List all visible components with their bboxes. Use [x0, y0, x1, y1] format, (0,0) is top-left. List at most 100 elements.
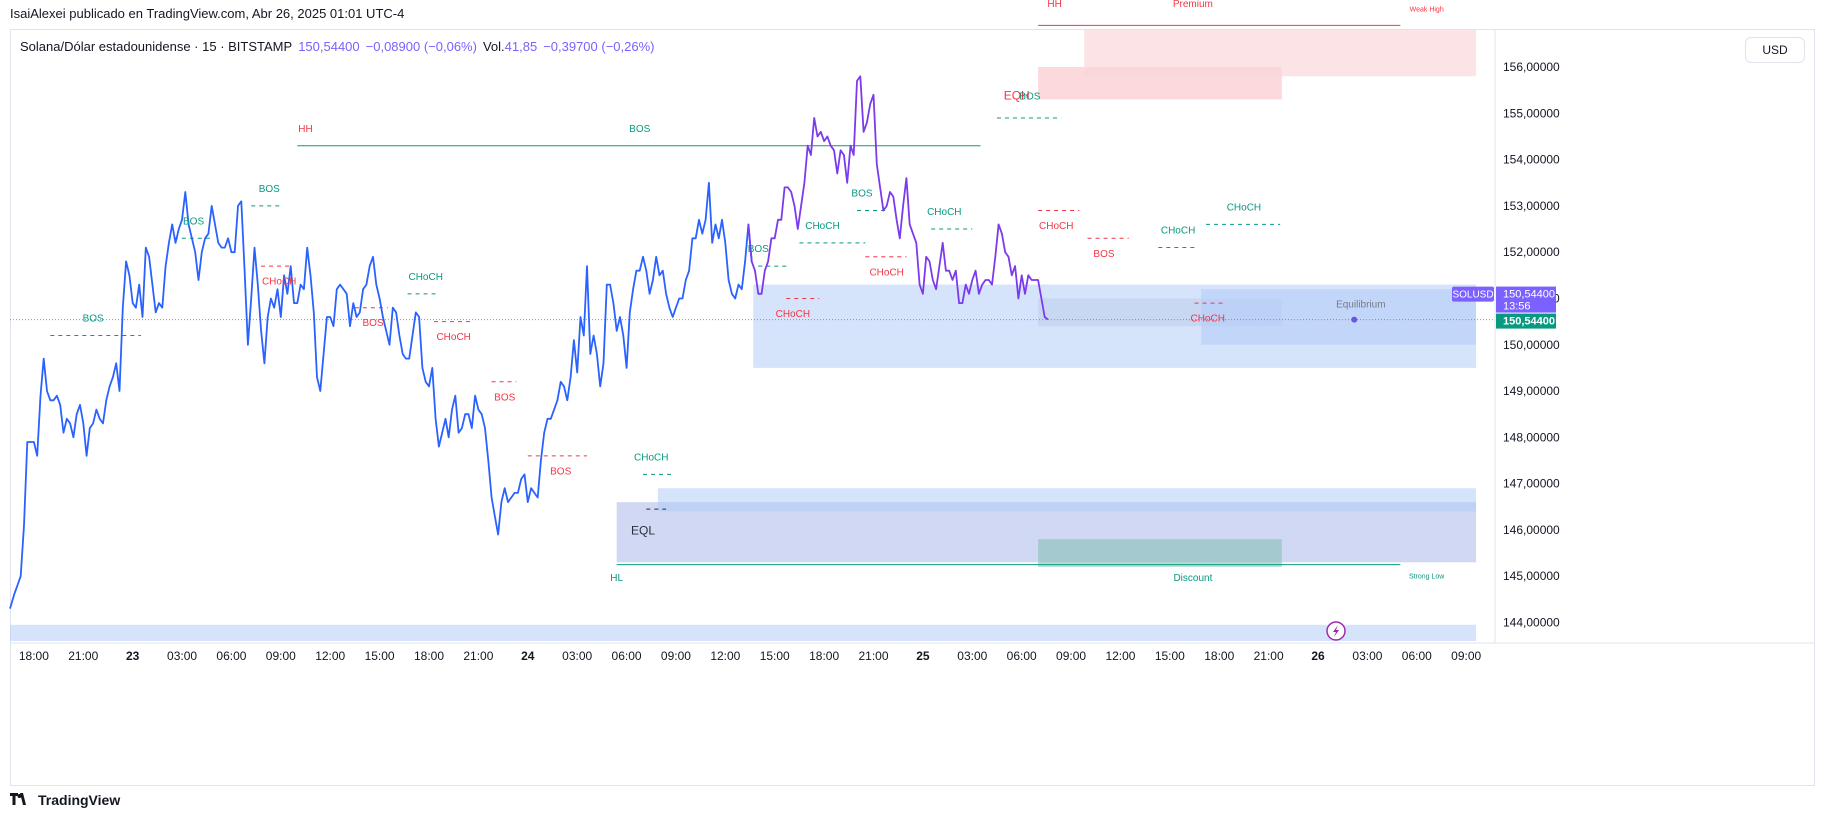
annotation-bos: BOS [851, 189, 872, 200]
structure-lines-layer [50, 24, 1401, 566]
discount-teal [1038, 539, 1282, 567]
annotation-choch: CHoCH [869, 267, 903, 278]
volume-change: −0,39700 (−0,26%) [543, 39, 655, 54]
bottom-band [10, 624, 1477, 641]
y-tick-label: 155,00000 [1503, 106, 1560, 120]
y-tick-label: 146,00000 [1503, 523, 1560, 537]
x-tick-label: 09:00 [266, 649, 296, 663]
x-tick-label: 12:00 [315, 649, 345, 663]
tradingview-logo-icon [10, 792, 32, 808]
y-tick-label: 145,00000 [1503, 569, 1560, 583]
annotation-weak-high: Weak High [1410, 6, 1444, 13]
last-price-tag-bg [1496, 313, 1556, 329]
y-tick-label: 147,00000 [1503, 477, 1560, 491]
x-tick-label: 06:00 [1402, 649, 1432, 663]
x-tick-label: 21:00 [463, 649, 493, 663]
legend-price: 150,54400 [298, 39, 360, 54]
annotation-choch: CHoCH [436, 332, 470, 343]
annotation-bos: BOS [362, 318, 383, 329]
legend-change: −0,08900 (−0,06%) [365, 39, 477, 54]
chart-frame [10, 29, 1815, 786]
last-price-tag: 150,54400 [1503, 316, 1555, 328]
x-tick-label: 06:00 [1007, 649, 1037, 663]
symbol-legend: Solana/Dólar estadounidense · 15 · BITST… [20, 39, 655, 54]
annotation-choch: CHoCH [805, 221, 839, 232]
x-tick-label: 09:00 [1451, 649, 1481, 663]
annotation-bos: BOS [748, 244, 769, 255]
x-tick-label: 21:00 [1254, 649, 1284, 663]
x-tick-label: 18:00 [414, 649, 444, 663]
lightning-icon-bolt[interactable] [1333, 625, 1339, 637]
price-tag-bg [1496, 286, 1556, 313]
demand-zone-lower [657, 488, 1477, 512]
annotation-choch: CHoCH [776, 309, 810, 320]
annotation-hl: HL [610, 573, 623, 584]
annotation-bos: BOS [494, 392, 515, 403]
annotation-bos: BOS [550, 466, 571, 477]
time-axis[interactable]: 18:00 21:00 23 03:00 06:00 09:00 12:00 15:00 18:… [10, 642, 1815, 663]
lightning-icon[interactable] [1326, 621, 1346, 641]
y-tick-label: 153,00000 [1503, 199, 1560, 213]
x-tick-label: 25 [916, 649, 930, 663]
x-tick-label: 23 [126, 649, 140, 663]
x-tick-label: 15:00 [1155, 649, 1185, 663]
annotation-bos: BOS [83, 314, 104, 325]
x-tick-label: 03:00 [957, 649, 987, 663]
annotation-choch: CHoCH [634, 452, 668, 463]
annotation-choch: CHoCH [1039, 221, 1073, 232]
demand-zone-right [1201, 289, 1477, 345]
y-tick-label: 150,00000 [1503, 338, 1560, 352]
price-series-layer [9, 75, 1358, 609]
y-tick-label: 156,00000 [1503, 60, 1560, 74]
annotation-equilibrium: Equilibrium [1336, 300, 1385, 311]
x-tick-label: 12:00 [710, 649, 740, 663]
annotation-bos: BOS [183, 216, 204, 227]
zones-layer [10, 30, 1495, 641]
annotations-layer: HH BOS BOS BOS BOS CHoCH BOS CHoCH CHoCH BOS BOS CH… [83, 0, 1446, 584]
x-tick-label: 03:00 [562, 649, 592, 663]
symbol-title[interactable]: Solana/Dólar estadounidense · 15 · BITST… [20, 39, 293, 54]
x-tick-label: 03:00 [1352, 649, 1382, 663]
annotation-choch: CHoCH [1190, 314, 1224, 325]
x-tick-label: 18:00 [19, 649, 49, 663]
annotation-discount: Discount [1173, 573, 1212, 584]
annotation-bos: BOS [1019, 91, 1040, 102]
last-price-point [1351, 316, 1358, 323]
x-tick-label: 09:00 [661, 649, 691, 663]
annotation-choch: CHoCH [408, 272, 442, 283]
annotation-hh: HH [1047, 0, 1061, 10]
x-tick-label: 21:00 [858, 649, 888, 663]
price-axis[interactable]: 156,00000 155,00000 154,00000 153,00000 152,… [1494, 30, 1560, 643]
x-tick-label: 12:00 [1105, 649, 1135, 663]
x-tick-label: 24 [521, 649, 535, 663]
tradingview-brand[interactable]: TradingView [10, 792, 120, 808]
price-line-purple [747, 75, 1049, 321]
annotation-eqh: EQH [1004, 88, 1030, 102]
annotation-eql: EQL [631, 524, 655, 538]
annotation-choch: CHoCH [1161, 226, 1195, 237]
annotation-choch: CHoCH [927, 207, 961, 218]
x-tick-label: 06:00 [216, 649, 246, 663]
y-tick-label: 152,00000 [1503, 245, 1560, 259]
countdown-label: 13:56 [1503, 301, 1531, 313]
x-tick-label: 06:00 [612, 649, 642, 663]
y-tick-label: 154,00000 [1503, 153, 1560, 167]
author-line: IsaiAlexei publicado en TradingView.com,… [10, 6, 405, 21]
x-tick-label: 09:00 [1056, 649, 1086, 663]
annotation-bos: BOS [629, 124, 650, 135]
x-tick-label: 21:00 [68, 649, 98, 663]
y-tick-label: 149,00000 [1503, 384, 1560, 398]
x-tick-label: 18:00 [1204, 649, 1234, 663]
currency-button[interactable]: USD [1745, 37, 1805, 63]
price-tag: 150,54400 [1503, 289, 1555, 301]
x-tick-label: 15:00 [760, 649, 790, 663]
annotation-strong-low: Strong Low [1409, 574, 1445, 581]
volume-label: Vol. [482, 39, 505, 54]
annotation-bos: BOS [259, 184, 280, 195]
annotation-bos: BOS [1093, 249, 1114, 260]
y-tick-label: 144,00000 [1503, 615, 1560, 629]
x-tick-label: 26 [1311, 649, 1325, 663]
annotation-choch: CHoCH [262, 277, 296, 288]
